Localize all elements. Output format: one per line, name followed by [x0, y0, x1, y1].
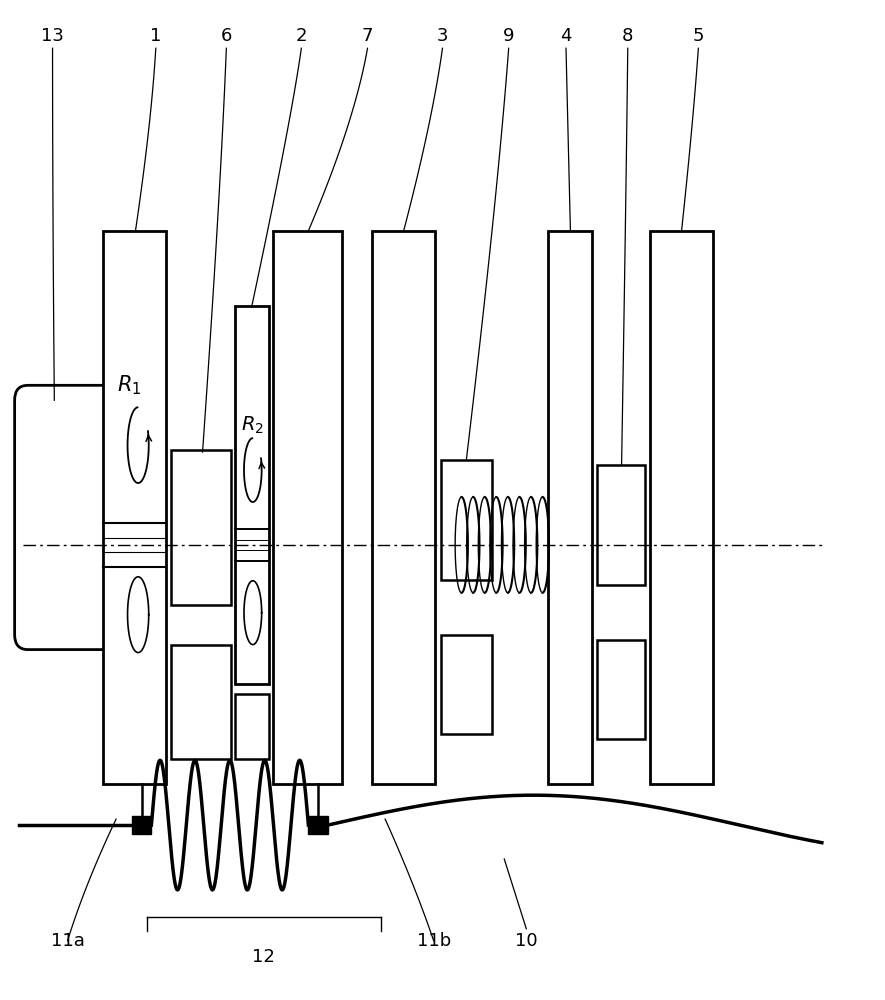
Text: $R_1$: $R_1$ [117, 374, 142, 397]
Text: 7: 7 [362, 27, 373, 45]
Text: 13: 13 [41, 27, 64, 45]
Bar [235, 694, 269, 759]
Bar [171, 645, 231, 759]
Bar [596, 465, 645, 585]
Text: 8: 8 [622, 27, 634, 45]
Bar [372, 231, 435, 784]
Text: 9: 9 [503, 27, 514, 45]
Text: 6: 6 [220, 27, 232, 45]
Bar [549, 231, 592, 784]
Bar [308, 816, 327, 834]
Bar [441, 635, 492, 734]
Text: 10: 10 [515, 932, 537, 950]
Text: 12: 12 [252, 948, 275, 966]
Bar [596, 640, 645, 739]
Text: $R_2$: $R_2$ [242, 415, 265, 436]
Bar [103, 231, 166, 784]
Text: 5: 5 [693, 27, 704, 45]
Text: 4: 4 [560, 27, 572, 45]
Bar [273, 231, 342, 784]
Text: 11b: 11b [417, 932, 450, 950]
Bar [441, 460, 492, 580]
Text: 2: 2 [296, 27, 307, 45]
FancyBboxPatch shape [15, 385, 116, 650]
Bar [235, 306, 269, 684]
Text: 1: 1 [150, 27, 161, 45]
Text: 3: 3 [437, 27, 448, 45]
Bar [132, 816, 151, 834]
Text: 11a: 11a [50, 932, 84, 950]
Bar [650, 231, 713, 784]
Bar [171, 450, 231, 605]
